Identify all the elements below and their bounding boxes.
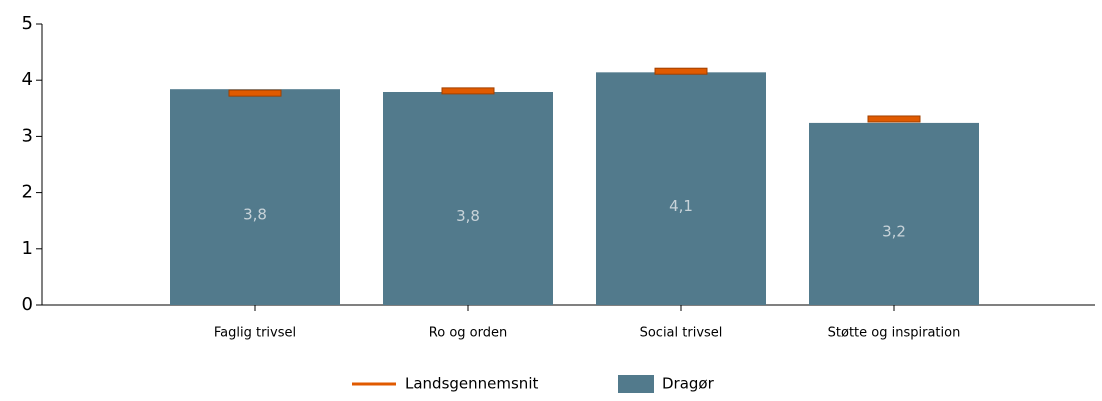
value-label: 4,1	[669, 197, 693, 215]
average-marker	[654, 67, 708, 75]
value-label: 3,2	[882, 222, 906, 240]
legend-swatch	[618, 375, 654, 393]
y-tick-label: 1	[22, 238, 33, 259]
y-tick-label: 0	[22, 294, 33, 315]
bar	[383, 92, 553, 305]
x-tick-label: Faglig trivsel	[214, 326, 296, 341]
value-label: 3,8	[243, 206, 267, 224]
average-marker	[441, 87, 495, 95]
x-tick-label: Ro og orden	[429, 326, 507, 341]
value-label: 3,8	[456, 207, 480, 225]
x-tick-label: Støtte og inspiration	[828, 326, 961, 341]
x-tick-label: Social trivsel	[640, 326, 723, 341]
bar	[809, 122, 979, 305]
y-tick-label: 5	[22, 13, 33, 34]
legend-label: Landsgennemsnit	[405, 375, 538, 393]
legend-label: Dragør	[662, 375, 715, 393]
y-tick-label: 3	[22, 125, 33, 146]
y-tick-label: 4	[22, 69, 33, 90]
average-marker	[867, 115, 921, 123]
y-tick-label: 2	[22, 182, 33, 203]
bar	[170, 89, 340, 305]
bar	[596, 72, 766, 305]
average-marker	[228, 89, 282, 97]
